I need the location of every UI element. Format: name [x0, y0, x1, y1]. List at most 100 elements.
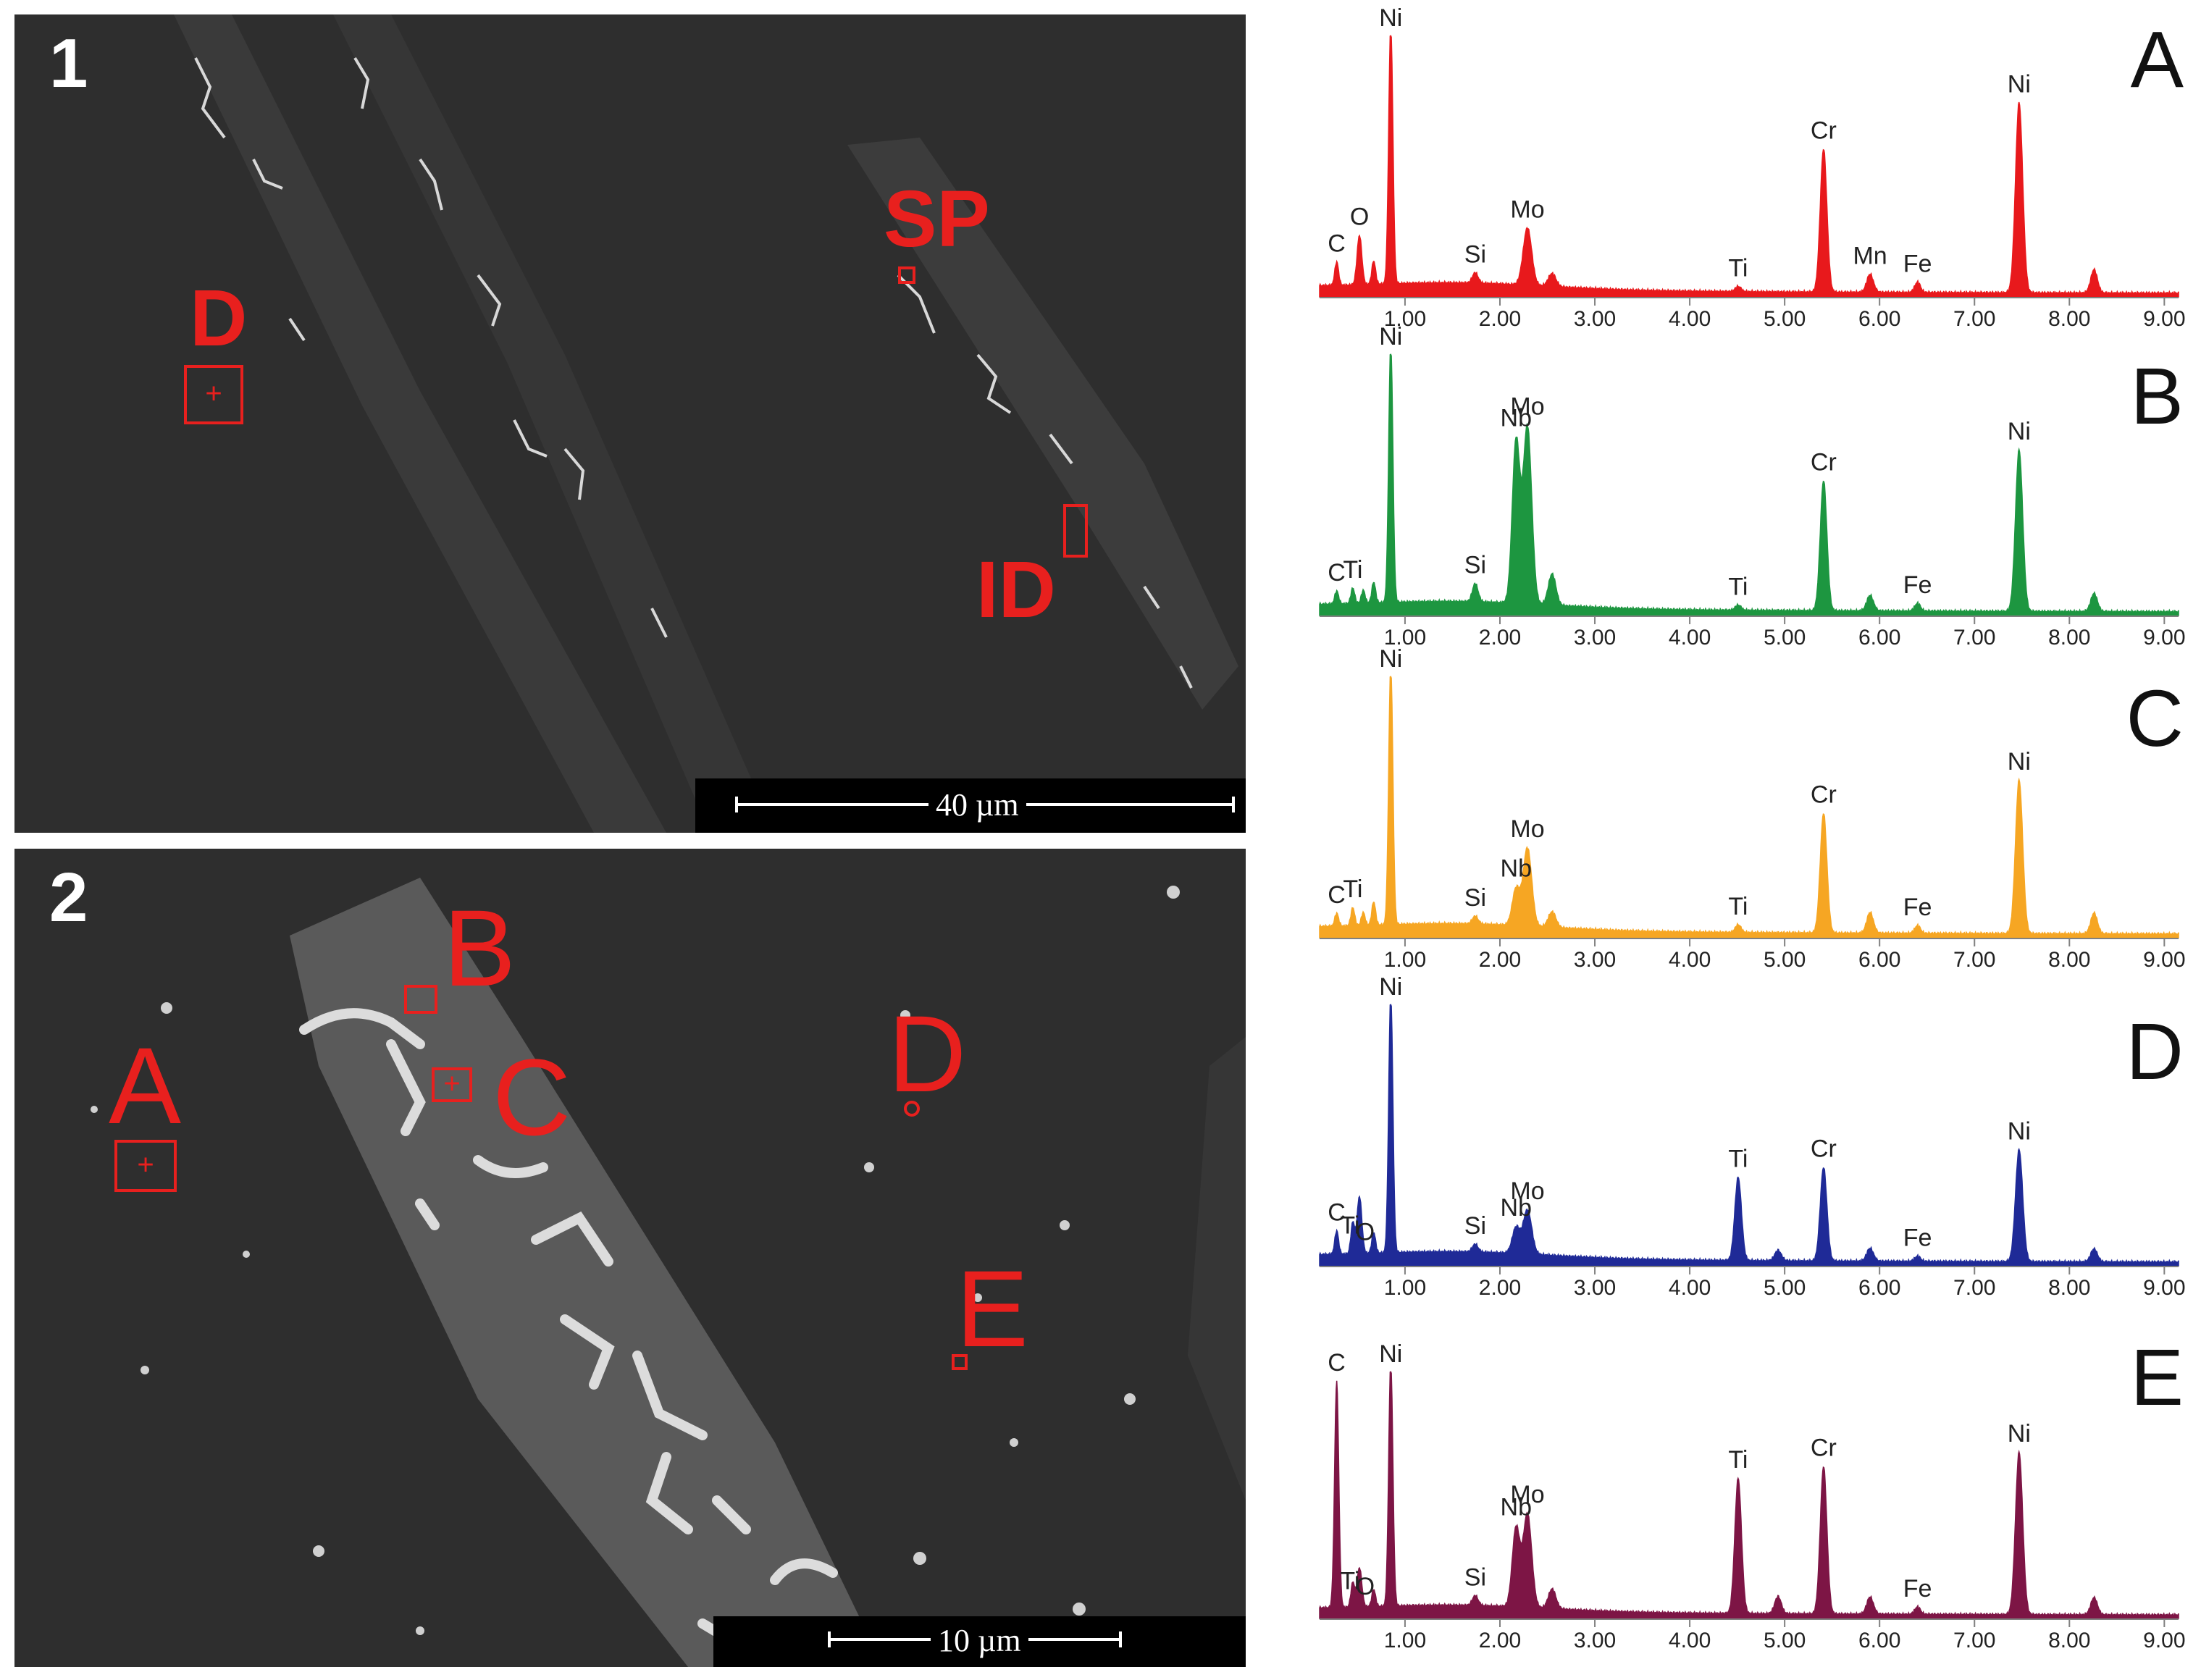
spectrum-area [1319, 676, 2179, 938]
spectrum-title: E [2131, 1333, 2184, 1422]
x-tick-label: 1.00 [1384, 1276, 1426, 1300]
peak-label-mo: Mo [1510, 1481, 1544, 1508]
peak-label-fe: Fe [1903, 571, 1932, 599]
x-tick-label: 2.00 [1479, 1276, 1521, 1300]
peak-label-fe: Fe [1903, 894, 1932, 921]
marker-box-sp [898, 266, 915, 284]
x-tick-label: 9.00 [2143, 307, 2185, 331]
x-tick-label: 8.00 [2048, 1276, 2090, 1300]
x-tick-label: 6.00 [1858, 307, 1900, 331]
peak-label-mo: Mo [1510, 392, 1544, 420]
spectrum-title: D [2126, 1007, 2184, 1096]
x-tick-label: 8.00 [2048, 1629, 2090, 1652]
peak-label-si: Si [1464, 884, 1486, 912]
x-tick-label: 4.00 [1669, 1629, 1711, 1652]
x-tick-label: 1.00 [1384, 1629, 1426, 1652]
marker-label-id: ID [976, 545, 1056, 634]
x-tick-label: 7.00 [1953, 307, 1995, 331]
marker-box-a [114, 1140, 177, 1192]
peak-label-c: C [1328, 1349, 1346, 1377]
x-tick-label: 8.00 [2048, 948, 2090, 972]
x-tick-label: 1.00 [1384, 626, 1426, 650]
peak-label-ni: Ni [1379, 973, 1402, 1001]
peak-label-ni: Ni [1379, 323, 1402, 350]
x-tick-label: 4.00 [1669, 307, 1711, 331]
peak-label-ti: Ti [1728, 893, 1748, 920]
micrograph-2-label: 2 [49, 859, 88, 936]
peak-label-nb: Nb [1501, 1493, 1532, 1521]
peak-label-ti: Ti [1340, 1567, 1359, 1595]
peak-label-ti: Ti [1728, 1446, 1748, 1474]
spectrum-title: A [2131, 15, 2184, 104]
x-tick-label: 7.00 [1953, 1276, 1995, 1300]
peak-label-o: O [1356, 1218, 1375, 1246]
spectrum-area [1319, 353, 2179, 616]
peak-label-mo: Mo [1510, 815, 1544, 843]
peak-label-mo: Mo [1510, 196, 1544, 224]
marker-label-d2: D [888, 993, 967, 1114]
marker-label-sp: SP [884, 175, 990, 264]
micrograph-2: 2 A B C D E 10 µm [14, 849, 1246, 1667]
peak-label-cr: Cr [1811, 1135, 1837, 1163]
x-tick-label: 5.00 [1764, 307, 1806, 331]
peak-label-ni: Ni [2008, 418, 2031, 445]
peak-label-ni: Ni [1379, 645, 1402, 673]
spectrum-E: 1.00 2.00 3.00 4.00 5.00 6.00 7.00 8.00 9.00CTiO… [1319, 1333, 2186, 1652]
x-tick-label: 9.00 [2143, 1276, 2185, 1300]
peak-label-fe: Fe [1903, 250, 1932, 277]
peak-label-ni: Ni [2008, 1420, 2031, 1448]
spectrum-title: C [2126, 674, 2184, 763]
x-tick-label: 2.00 [1479, 1629, 1521, 1652]
peak-label-ti: Ti [1728, 254, 1748, 282]
peak-label-o: O [1356, 1573, 1375, 1600]
spectrum-C: 1.00 2.00 3.00 4.00 5.00 6.00 7.00 8.00 9.00CTiN… [1319, 645, 2186, 972]
scale-label-1: 40 µm [928, 789, 1026, 821]
marker-box-d2 [904, 1101, 920, 1117]
spectrum-A: 1.00 2.00 3.00 4.00 5.00 6.00 7.00 8.00 9.00 CO Ni… [1319, 4, 2186, 331]
peak-label-cr: Cr [1811, 117, 1837, 144]
x-tick-label: 7.00 [1953, 626, 1995, 650]
peak-label-cr: Cr [1811, 1435, 1837, 1462]
peak-label-c: C [1328, 881, 1346, 909]
x-tick-label: 3.00 [1574, 626, 1616, 650]
x-tick-label: 4.00 [1669, 1276, 1711, 1300]
marker-box-e [952, 1354, 968, 1370]
marker-label-e: E [956, 1248, 1029, 1369]
x-tick-label: 7.00 [1953, 948, 1995, 972]
peak-label-cr: Cr [1811, 781, 1837, 809]
x-tick-label: 1.00 [1384, 307, 1426, 331]
x-tick-label: 5.00 [1764, 948, 1806, 972]
peak-label-ni: Ni [2008, 748, 2031, 776]
eds-spectra: 1.00 2.00 3.00 4.00 5.00 6.00 7.00 8.00 9.00 C O Ni… [1319, 4, 2186, 1652]
scale-tick-right [1232, 797, 1235, 812]
x-tick-label: 2.00 [1479, 948, 1521, 972]
spectrum-D: 1.00 2.00 3.00 4.00 5.00 6.00 7.00 8.00 9.00CTiO… [1319, 973, 2186, 1300]
x-tick-label: 6.00 [1858, 626, 1900, 650]
x-tick-label: 2.00 [1479, 307, 1521, 331]
peak-label-o: O [1350, 203, 1369, 231]
peak-label-si: Si [1464, 240, 1486, 268]
peak-label-mo: Mo [1510, 1177, 1544, 1205]
x-tick-label: 3.00 [1574, 1629, 1616, 1652]
marker-label-c: C [492, 1036, 571, 1158]
scale-tick-right [1119, 1631, 1122, 1647]
micrograph-1-texture [174, 14, 1238, 833]
peak-label-fe: Fe [1903, 1225, 1932, 1252]
x-tick-label: 5.00 [1764, 626, 1806, 650]
x-tick-label: 6.00 [1858, 1276, 1900, 1300]
peak-label-nb: Nb [1501, 1194, 1532, 1222]
x-tick-label: 8.00 [2048, 307, 2090, 331]
x-tick-label: 4.00 [1669, 948, 1711, 972]
peak-label-nb: Nb [1501, 405, 1532, 432]
peak-label-si: Si [1464, 1563, 1486, 1591]
peak-label-si: Si [1464, 1212, 1486, 1240]
peak-label-ni: Ni [2008, 1117, 2031, 1145]
x-tick-label: 6.00 [1858, 948, 1900, 972]
marker-box-c [432, 1067, 472, 1102]
x-tick-label: 9.00 [2143, 1629, 2185, 1652]
scale-tick-left [828, 1631, 831, 1647]
x-tick-label: 3.00 [1574, 307, 1616, 331]
peak-label-fe: Fe [1903, 1575, 1932, 1603]
micrograph-2-texture [91, 878, 1246, 1667]
x-tick-label: 1.00 [1384, 948, 1426, 972]
